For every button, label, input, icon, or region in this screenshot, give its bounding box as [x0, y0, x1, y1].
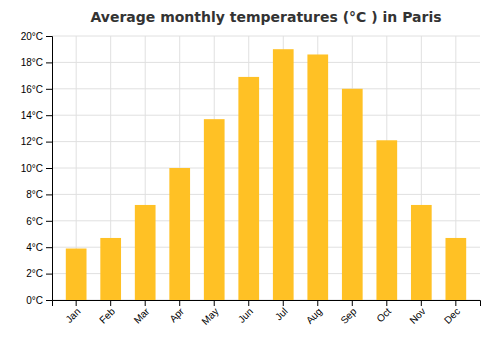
tick: 10°C: [21, 163, 52, 174]
tick-mark: [455, 300, 456, 306]
tick-mark: [110, 300, 111, 306]
x-axis: Jan Feb Mar Apr May Jun Jul Aug Sep Oct Nov Dec: [53, 300, 481, 327]
grid-line: [52, 88, 480, 89]
tick: 12°C: [21, 136, 52, 147]
tick: Jun: [236, 300, 255, 325]
tick-label: 18°C: [21, 57, 43, 68]
tick-label: Nov: [407, 306, 427, 326]
tick-mark: [46, 274, 52, 275]
bar: [307, 54, 328, 300]
tick-mark: [179, 300, 180, 306]
tick-mark: [214, 300, 215, 306]
grid-line: [52, 36, 480, 37]
tick-label: Jun: [236, 306, 255, 325]
bar: [342, 89, 363, 300]
tick: 2°C: [26, 268, 52, 279]
tick: 20°C: [21, 31, 52, 42]
grid-line: [52, 194, 480, 195]
tick-mark: [46, 115, 52, 116]
bar: [169, 168, 190, 300]
tick-mark: [352, 300, 353, 306]
bar: [273, 49, 294, 300]
tick-label: 4°C: [26, 242, 43, 253]
bar: [411, 205, 432, 300]
tick-label: Jan: [63, 306, 82, 325]
bar: [100, 238, 121, 300]
tick: 4°C: [26, 242, 52, 253]
tick-mark: [248, 300, 249, 306]
title: Average monthly temperatures (°C ) in Pa…: [90, 9, 441, 25]
tick: Feb: [97, 300, 117, 326]
tick-label: Aug: [304, 306, 324, 326]
tick-label: Dec: [442, 306, 462, 326]
tick-label: 16°C: [21, 84, 43, 95]
tick-mark: [386, 300, 387, 306]
grid-line: [52, 115, 480, 116]
tick-mark: [46, 300, 52, 301]
tick: 16°C: [21, 84, 52, 95]
tick: Sep: [338, 300, 359, 326]
bar: [238, 77, 259, 300]
tick-label: 20°C: [21, 31, 43, 42]
tick: Nov: [407, 300, 427, 326]
tick-mark: [421, 300, 422, 306]
tick: Dec: [442, 300, 462, 326]
tick-label: 6°C: [26, 216, 43, 227]
axis-line: [46, 37, 53, 301]
tick-label: Mar: [132, 305, 152, 325]
tick-mark: [46, 36, 52, 37]
grid-line: [52, 62, 480, 63]
tick-mark: [145, 300, 146, 306]
tick: 14°C: [21, 110, 52, 121]
tick: 6°C: [26, 216, 52, 227]
grid: [52, 36, 480, 300]
tick: Jan: [63, 300, 82, 325]
tick-label: 14°C: [21, 110, 43, 121]
y-axis: 0°C 2°C 4°C 6°C 8°C 10°C 12°C 14°C 16°C 18°C 20°C: [21, 31, 53, 306]
tick-mark: [46, 168, 52, 169]
tick-mark: [46, 62, 52, 63]
grid-line: [52, 168, 480, 169]
tick: 8°C: [26, 189, 52, 200]
tick-mark: [317, 300, 318, 306]
tick-mark: [283, 300, 284, 306]
tick-label: 2°C: [26, 268, 43, 279]
tick: 18°C: [21, 57, 52, 68]
tick-mark: [46, 89, 52, 90]
chart: 0°C 2°C 4°C 6°C 8°C 10°C 12°C 14°C 16°C 18°C 20°C J…: [0, 0, 500, 350]
tick-mark: [46, 247, 52, 248]
tick-label: Apr: [167, 305, 186, 324]
bar: [445, 238, 466, 300]
tick: Oct: [374, 300, 393, 324]
tick-label: Feb: [97, 305, 117, 325]
tick-label: Oct: [374, 306, 393, 325]
tick-mark: [46, 221, 52, 222]
tick: 0°C: [26, 295, 52, 306]
axis-line: [53, 301, 481, 307]
tick-label: Jul: [273, 306, 290, 323]
tick: Jul: [273, 300, 290, 322]
tick: Aug: [304, 300, 324, 326]
tick: May: [199, 300, 220, 327]
tick-mark: [46, 142, 52, 143]
tick-label: 8°C: [26, 189, 43, 200]
tick: Mar: [132, 300, 152, 326]
bar: [135, 205, 156, 300]
bars: [66, 49, 466, 300]
plot: 0°C 2°C 4°C 6°C 8°C 10°C 12°C 14°C 16°C 18°C 20°C J…: [21, 31, 481, 327]
bar: [204, 119, 225, 300]
tick-mark: [46, 194, 52, 195]
tick-label: Sep: [338, 305, 359, 326]
tick-mark: [76, 300, 77, 306]
tick: Apr: [167, 300, 186, 324]
tick-label: 0°C: [26, 295, 43, 306]
tick-label: 10°C: [21, 163, 43, 174]
bar: [66, 249, 87, 300]
grid-line: [52, 141, 480, 142]
tick-label: May: [199, 306, 220, 327]
tick-label: 12°C: [21, 136, 43, 147]
bar: [376, 140, 397, 300]
